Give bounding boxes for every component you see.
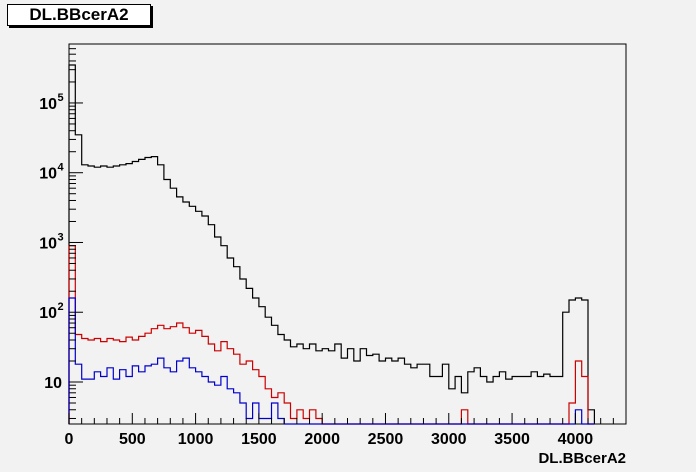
x-tick-label: 3500 [494, 431, 530, 448]
plot-frame [68, 43, 627, 425]
y-tick-label: 10 [44, 375, 62, 392]
y-tick-label: 10 [39, 235, 57, 252]
y-tick-exponent: 5 [58, 92, 64, 104]
x-tick-label: 1000 [178, 431, 214, 448]
y-tick-label: 10 [39, 305, 57, 322]
x-axis-title: DL.BBcerA2 [538, 450, 626, 467]
x-tick-label: 2500 [368, 431, 404, 448]
histogram-title: DL.BBcerA2 [7, 4, 151, 26]
y-tick-label: 10 [39, 166, 57, 183]
x-tick-label: 0 [65, 431, 74, 448]
y-tick-exponent: 3 [58, 231, 64, 243]
x-tick-label: 2000 [304, 431, 340, 448]
x-tick-label: 500 [119, 431, 146, 448]
y-tick-exponent: 2 [58, 301, 64, 313]
x-tick-label: 4000 [558, 431, 594, 448]
x-tick-label: 1500 [241, 431, 277, 448]
y-tick-exponent: 4 [58, 162, 65, 174]
series-0-line [68, 64, 595, 424]
y-tick-label: 10 [39, 96, 57, 113]
x-tick-label: 3000 [431, 431, 467, 448]
series-2-line [68, 297, 595, 425]
series-layer [68, 64, 595, 425]
